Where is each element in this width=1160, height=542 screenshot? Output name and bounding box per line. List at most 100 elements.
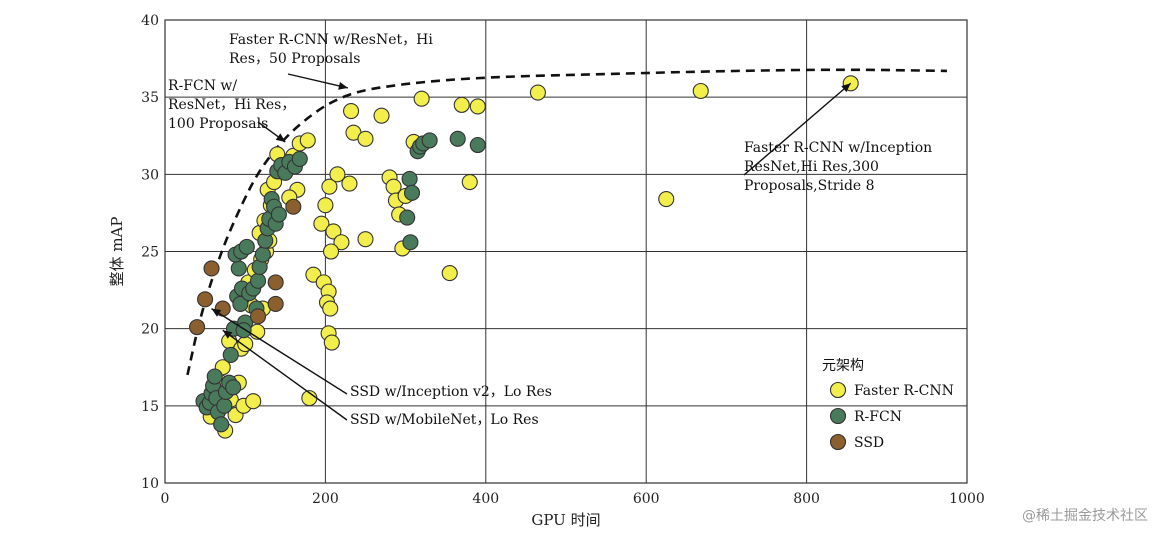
point-faster-r-cnn [329,166,346,183]
point-r-fcn [222,346,239,363]
x-axis-title: GPU 时间 [531,511,600,529]
point-faster-r-cnn [469,98,486,115]
point-faster-r-cnn [357,231,374,248]
annotation-text: SSD w/Inception v2，Lo Res [350,384,552,400]
annotation: SSD w/Inception v2，Lo Res [211,308,552,400]
point-ssd [189,319,206,336]
point-faster-r-cnn [461,174,478,191]
point-faster-r-cnn [453,96,470,113]
pareto-frontier-layer [186,68,947,376]
x-tick-label: 600 [633,491,660,507]
point-faster-r-cnn [237,336,254,353]
point-faster-r-cnn [343,103,360,120]
x-tick-label: 200 [312,491,339,507]
legend-marker [829,433,847,451]
point-r-fcn [232,295,249,313]
annotation: Faster R-CNN w/Inception ResNet,Hi Res,30… [743,82,932,194]
point-ssd [249,308,267,325]
legend: 元架构 Faster R-CNN R-FCN SSD [822,358,954,451]
point-faster-r-cnn [357,130,374,147]
point-r-fcn [399,209,416,226]
y-tick-label: 35 [141,90,159,106]
annotation: SSD w/MobileNet，Lo Res [222,329,539,428]
point-faster-r-cnn [333,234,350,251]
annotation: R-FCN w/ResNet，Hi Res， 100 Proposals [168,78,295,143]
point-faster-r-cnn [658,190,675,208]
y-tick-label: 40 [141,13,159,29]
y-axis-title: 整体 mAP [108,217,126,287]
annotation-text: SSD w/MobileNet，Lo Res [350,412,539,428]
point-ssd [267,274,284,291]
point-r-fcn [206,368,223,385]
x-tick-label: 400 [472,491,499,507]
legend-title: 元架构 [822,358,864,374]
point-r-fcn [225,379,242,396]
point-faster-r-cnn [245,393,262,410]
point-faster-r-cnn [323,334,340,351]
y-tick-label: 20 [141,322,159,338]
annotation-arrow [743,82,852,176]
point-faster-r-cnn [692,82,709,100]
annotation: Faster R-CNN w/ResNet，Hi Res，50 Proposals [229,32,433,90]
point-r-fcn [421,132,438,149]
annotation-text: R-FCN w/ResNet，Hi Res， 100 Proposals [168,78,295,132]
annotation-arrow [222,329,348,421]
legend-marker [829,381,847,399]
point-faster-r-cnn [325,223,342,240]
annotation-arrowhead [338,81,348,90]
point-faster-r-cnn [317,197,334,214]
point-r-fcn [469,136,486,154]
point-r-fcn [249,272,267,289]
point-r-fcn [270,206,287,223]
point-faster-r-cnn [441,265,458,282]
point-r-fcn [238,238,255,255]
y-tick-label: 15 [141,399,159,415]
watermark: @稀土掘金技术社区 [1022,508,1148,524]
annotation-arrowhead [222,330,233,339]
x-tick-label: 800 [793,491,820,507]
annotation-arrowhead [211,308,222,317]
x-tick-label: 1000 [949,491,985,507]
annotation-arrow [287,73,349,89]
legend-label: SSD [854,435,884,451]
axis-layer: 0 200 400 600 800 1000 10 15 20 25 30 35 40 GPU 时间 整体 … [108,13,985,529]
point-r-fcn [449,130,466,147]
point-faster-r-cnn [322,300,339,317]
annotation-arrow [211,308,348,395]
annotation-layer: Faster R-CNN w/ResNet，Hi Res，50 Proposals… [168,32,932,428]
annotation-arrowhead [841,83,851,93]
point-faster-r-cnn [313,215,330,232]
legend-marker [829,407,847,425]
point-faster-r-cnn [373,107,390,124]
point-faster-r-cnn [413,90,430,107]
point-faster-r-cnn [299,132,316,149]
point-r-fcn [213,416,230,433]
legend-label: Faster R-CNN [854,383,954,399]
point-r-fcn [254,246,271,263]
annotation-text: Faster R-CNN w/ResNet，Hi Res，50 Proposals [229,32,433,67]
legend-label: R-FCN [854,409,902,425]
point-faster-r-cnn [529,84,546,101]
point-ssd [197,291,214,308]
point-ssd [203,260,220,277]
point-r-fcn [291,150,308,167]
point-r-fcn [401,170,418,188]
point-faster-r-cnn [321,178,338,195]
x-tick-label: 0 [161,491,170,507]
point-r-fcn [230,260,247,277]
y-tick-label: 30 [141,167,159,183]
annotation-text: Faster R-CNN w/Inception ResNet,Hi Res,30… [744,140,932,194]
y-tick-label: 25 [141,245,159,261]
points-layer [189,75,859,439]
point-faster-r-cnn [322,243,340,260]
point-ssd [267,295,284,313]
point-r-fcn [402,234,419,251]
point-faster-r-cnn [341,175,358,192]
point-ssd [285,198,302,215]
point-r-fcn [403,184,421,201]
pareto-frontier-line [186,68,947,376]
y-tick-label: 10 [141,476,159,492]
point-r-fcn [216,397,233,414]
annotation-arrowhead [275,133,286,142]
